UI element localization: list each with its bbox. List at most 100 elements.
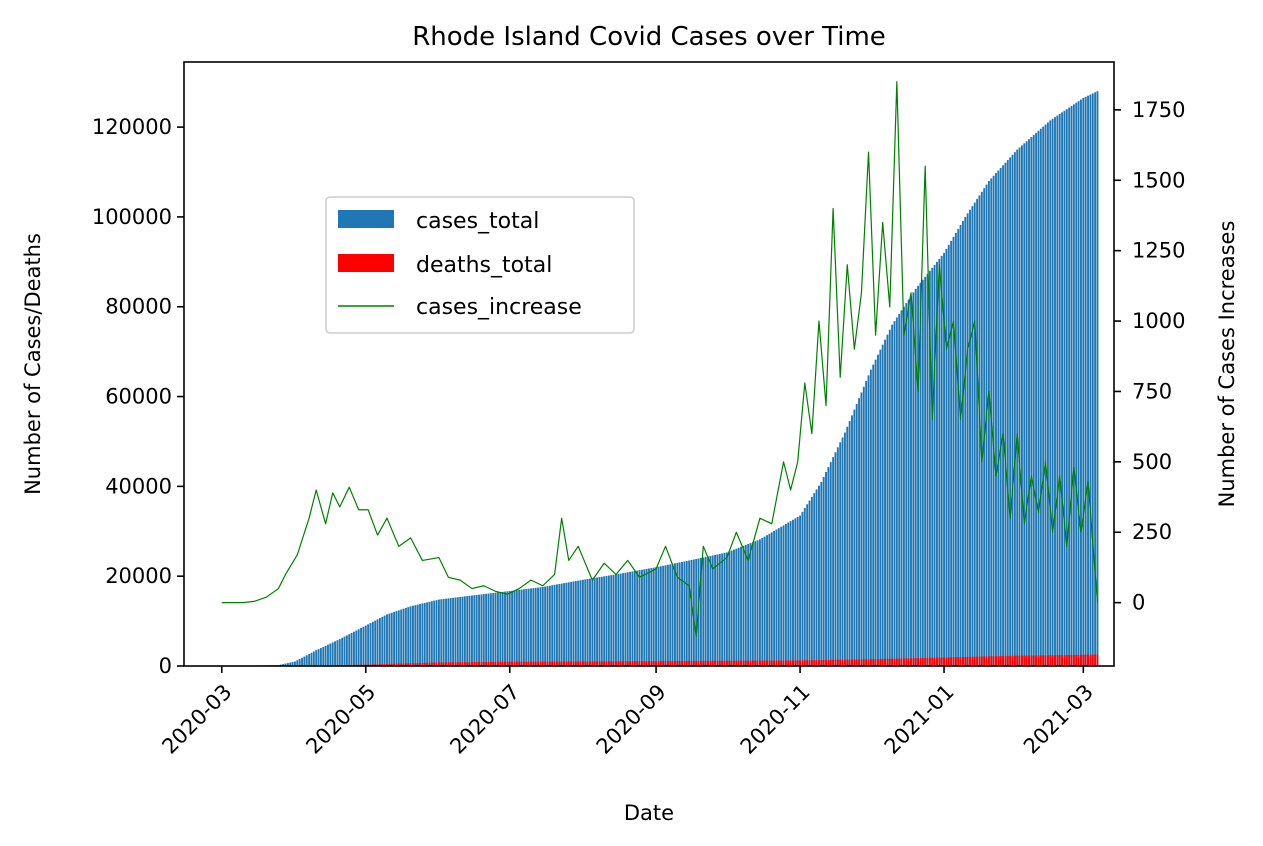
cases-total-bar [445, 598, 447, 666]
cases-total-bar [992, 175, 995, 666]
cases-total-bar [362, 626, 365, 666]
deaths-total-bar [721, 660, 724, 666]
cases-total-bar [310, 652, 313, 666]
deaths-total-bar [1082, 654, 1085, 666]
cases-total-bars [223, 91, 1099, 667]
cases-total-bar [343, 636, 346, 666]
deaths-total-bar [558, 661, 561, 666]
cases-total-bar [891, 324, 894, 666]
cases-total-bar [999, 167, 1002, 666]
cases-total-bar [454, 597, 457, 666]
cases-total-bar [969, 209, 971, 667]
cases-total-bar [895, 317, 898, 666]
cases-total-bar [794, 518, 797, 666]
cases-total-bar [827, 467, 830, 666]
cases-total-bar [506, 591, 509, 666]
deaths-total-bar [501, 661, 504, 666]
cases-total-bar [806, 504, 809, 666]
deaths-total-bar [1070, 654, 1073, 666]
deaths-total-bar [492, 661, 495, 666]
cases-total-bar [511, 590, 514, 666]
deaths-total-bar [992, 656, 995, 666]
deaths-total-bar [744, 660, 747, 666]
deaths-total-bar [541, 661, 544, 666]
cases-total-bar [692, 559, 695, 666]
cases-total-bar [961, 220, 964, 667]
deaths-total-bar [1016, 655, 1019, 666]
cases-total-bar [910, 295, 912, 666]
cases-total-bar [341, 637, 344, 666]
deaths-total-bar [733, 660, 735, 666]
deaths-total-bar [1042, 655, 1045, 666]
cases-total-bar [513, 590, 516, 666]
deaths-total-bar [381, 664, 384, 666]
cases-total-bar [872, 364, 875, 666]
cases-total-bar [338, 639, 341, 666]
cases-total-bar [546, 586, 549, 666]
deaths-total-bar [430, 662, 433, 666]
cases-total-bar [367, 624, 370, 666]
y-tick-label-left: 40000 [105, 474, 172, 498]
deaths-total-bar [980, 656, 983, 666]
cases-total-bar [1063, 110, 1066, 666]
chart-title: Rhode Island Covid Cases over Time [412, 22, 886, 52]
cases-total-bar [789, 521, 792, 666]
cases-total-bar [761, 537, 764, 666]
cases-total-bar [541, 586, 544, 666]
cases-total-bar [324, 645, 327, 666]
deaths-total-bar [376, 664, 379, 666]
cases-total-bar [388, 613, 391, 666]
cases-total-bar [456, 597, 459, 666]
cases-total-bar [421, 603, 424, 666]
cases-total-bar [954, 232, 957, 666]
deaths-total-bar [995, 656, 997, 666]
cases-total-bar [560, 583, 563, 666]
y-axis-left: 0 20000 40000 60000 80000 100000 120000 [92, 115, 184, 678]
cases-total-bar [865, 381, 868, 666]
deaths-total-bar [1054, 655, 1056, 666]
cases-total-bar [319, 648, 322, 666]
cases-total-bar [496, 592, 499, 666]
deaths-total-bar [841, 659, 844, 666]
cases-total-bar [808, 500, 811, 666]
deaths-total-bar [544, 661, 547, 666]
deaths-total-bar [718, 660, 721, 666]
cases-total-bar [1082, 97, 1085, 667]
cases-total-bar [416, 604, 419, 666]
cases-total-bar [995, 173, 997, 666]
deaths-total-bar [872, 659, 875, 666]
cases-total-bar [331, 642, 334, 666]
y-axis-label-right: Number of Cases Increases [1215, 221, 1239, 508]
deaths-total-bar [414, 663, 417, 666]
cases-total-bar [756, 540, 759, 666]
cases-total-bar [818, 485, 820, 666]
deaths-total-bar [751, 660, 754, 666]
cases-total-bar [678, 562, 681, 666]
deaths-total-bar [551, 661, 554, 666]
cases-total-bar [539, 587, 542, 666]
deaths-total-bar [454, 662, 457, 666]
deaths-total-bar [848, 659, 851, 666]
deaths-total-bar [426, 662, 429, 666]
cases-total-bar [532, 588, 535, 666]
cases-total-bar [773, 530, 776, 666]
cases-total-bar [1058, 113, 1061, 666]
deaths-total-bar [954, 657, 957, 666]
cases-total-bar [636, 570, 639, 666]
cases-total-bar [799, 515, 802, 666]
deaths-total-bar [447, 662, 450, 666]
deaths-total-bar [789, 660, 792, 666]
deaths-total-bar [1049, 655, 1052, 666]
cases-total-bar [709, 555, 712, 666]
deaths-total-bar [770, 660, 773, 666]
cases-total-bar [862, 386, 865, 666]
deaths-total-bar [532, 661, 535, 666]
deaths-total-bar [888, 658, 891, 666]
cases-total-bar [397, 610, 400, 666]
cases-total-bar [1009, 157, 1012, 666]
deaths-total-bar [702, 660, 705, 666]
deaths-total-bar [860, 659, 863, 666]
deaths-total-bar [947, 657, 950, 666]
cases-total-bar [598, 577, 601, 666]
deaths-total-bar [985, 656, 988, 666]
